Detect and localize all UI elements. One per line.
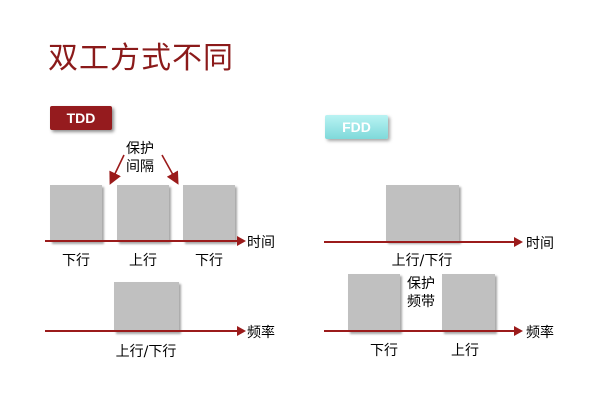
tdd-freq-axis-arrow [237,326,246,336]
tdd-guard-line1: 保护 [126,141,154,157]
tdd-time-axis-label: 时间 [247,235,275,251]
tdd-slot-label-1: 下行 [62,253,90,269]
fdd-guard-line1: 保护 [407,276,435,292]
tdd-tag: TDD [50,106,112,130]
tdd-guard-arrow-left [109,154,125,185]
tdd-time-block-uplink [117,185,169,242]
fdd-freq-block-downlink [348,274,400,332]
fdd-time-block [386,185,459,242]
fdd-freq-axis-label: 频率 [526,325,554,341]
page-title: 双工方式不同 [48,41,234,76]
fdd-freq-axis-arrow [514,326,523,336]
fdd-band-label-2: 上行 [451,343,479,359]
fdd-guard-line2: 频带 [407,294,435,310]
fdd-time-axis-label: 时间 [526,236,554,252]
tdd-freq-block [114,282,179,332]
tdd-time-block-downlink-1 [50,185,102,242]
fdd-band-label-1: 下行 [370,343,398,359]
tdd-guard-arrow-right [161,154,179,185]
fdd-freq-axis [324,330,515,332]
tdd-time-axis-arrow [237,236,246,246]
tdd-time-block-downlink-2 [183,185,235,242]
tdd-freq-label: 上行/下行 [115,344,177,360]
tdd-guard-line2: 间隔 [126,159,154,175]
tdd-freq-axis-label: 频率 [247,325,275,341]
tdd-time-axis [45,240,238,242]
tdd-freq-axis [45,330,238,332]
fdd-time-axis [324,241,515,243]
tdd-slot-label-2: 上行 [129,253,157,269]
tdd-guard-interval-label: 保护 间隔 [126,140,154,176]
fdd-guard-band-label: 保护 频带 [407,275,435,311]
fdd-time-label: 上行/下行 [391,253,453,269]
tdd-slot-label-3: 下行 [195,253,223,269]
fdd-time-axis-arrow [514,237,523,247]
fdd-tag: FDD [325,115,388,139]
fdd-freq-block-uplink [442,274,495,332]
